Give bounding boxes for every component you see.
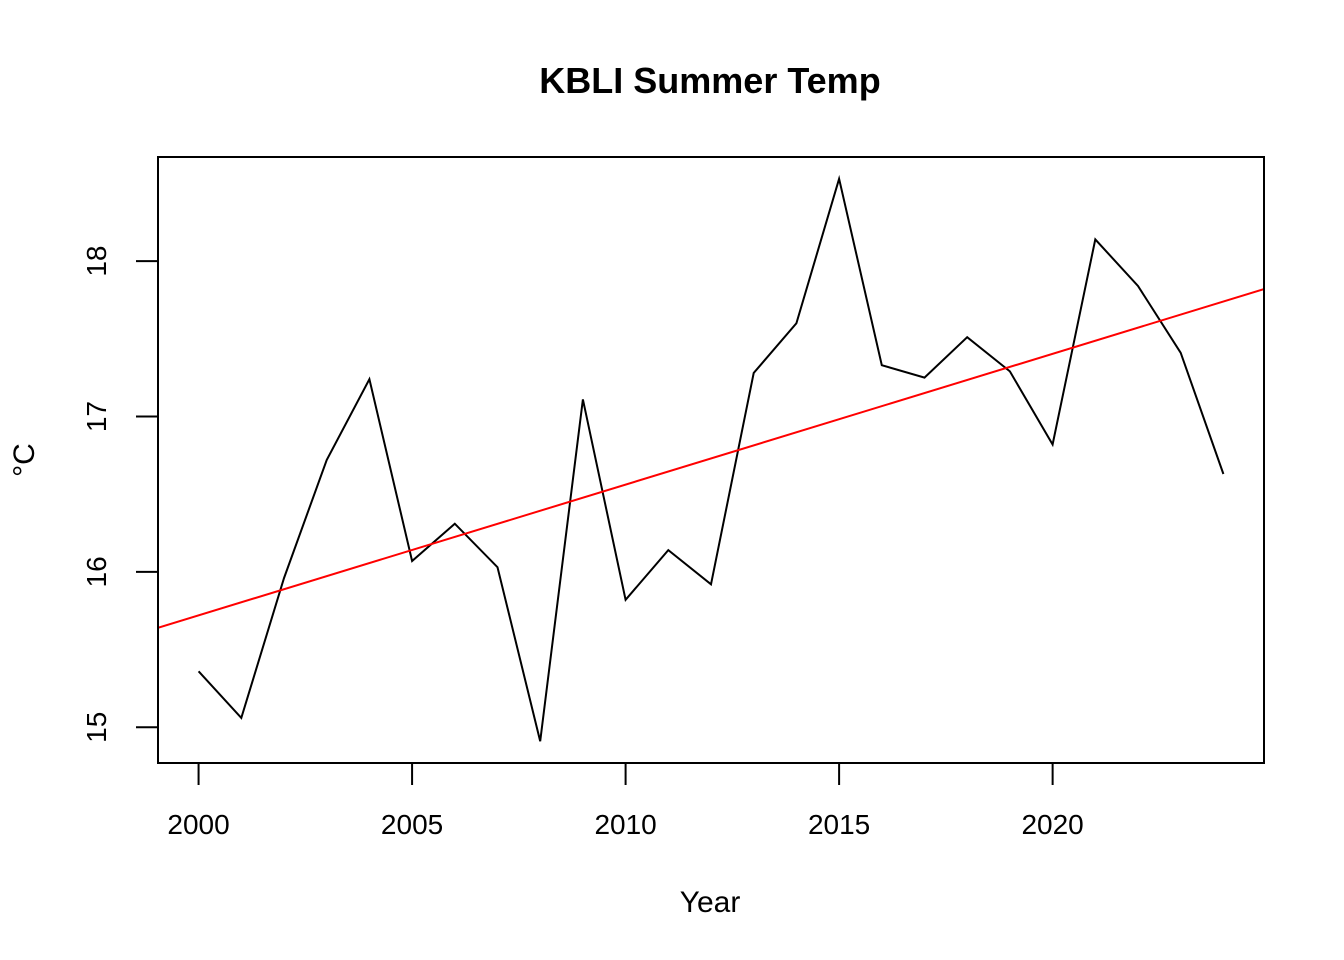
y-axis-label: °C — [8, 443, 41, 477]
x-tick-label: 2020 — [1021, 809, 1083, 840]
y-tick-label: 15 — [81, 712, 112, 743]
x-tick-label: 2005 — [381, 809, 443, 840]
trend-line — [158, 288, 1264, 629]
y-tick-label: 17 — [81, 401, 112, 432]
x-tick-label: 2000 — [167, 809, 229, 840]
x-axis-label: Year — [680, 886, 741, 919]
plot-frame — [157, 156, 1265, 764]
x-tick-label: 2010 — [594, 809, 656, 840]
x-tick-label: 2015 — [808, 809, 870, 840]
y-axis: 15 16 17 18 — [81, 246, 159, 743]
x-axis: 2000 2005 2010 2015 2020 — [167, 762, 1084, 840]
series-line — [197, 174, 1225, 742]
y-tick-label: 16 — [81, 556, 112, 587]
y-tick-label: 18 — [81, 246, 112, 277]
chart-title: KBLI Summer Temp — [539, 60, 880, 101]
